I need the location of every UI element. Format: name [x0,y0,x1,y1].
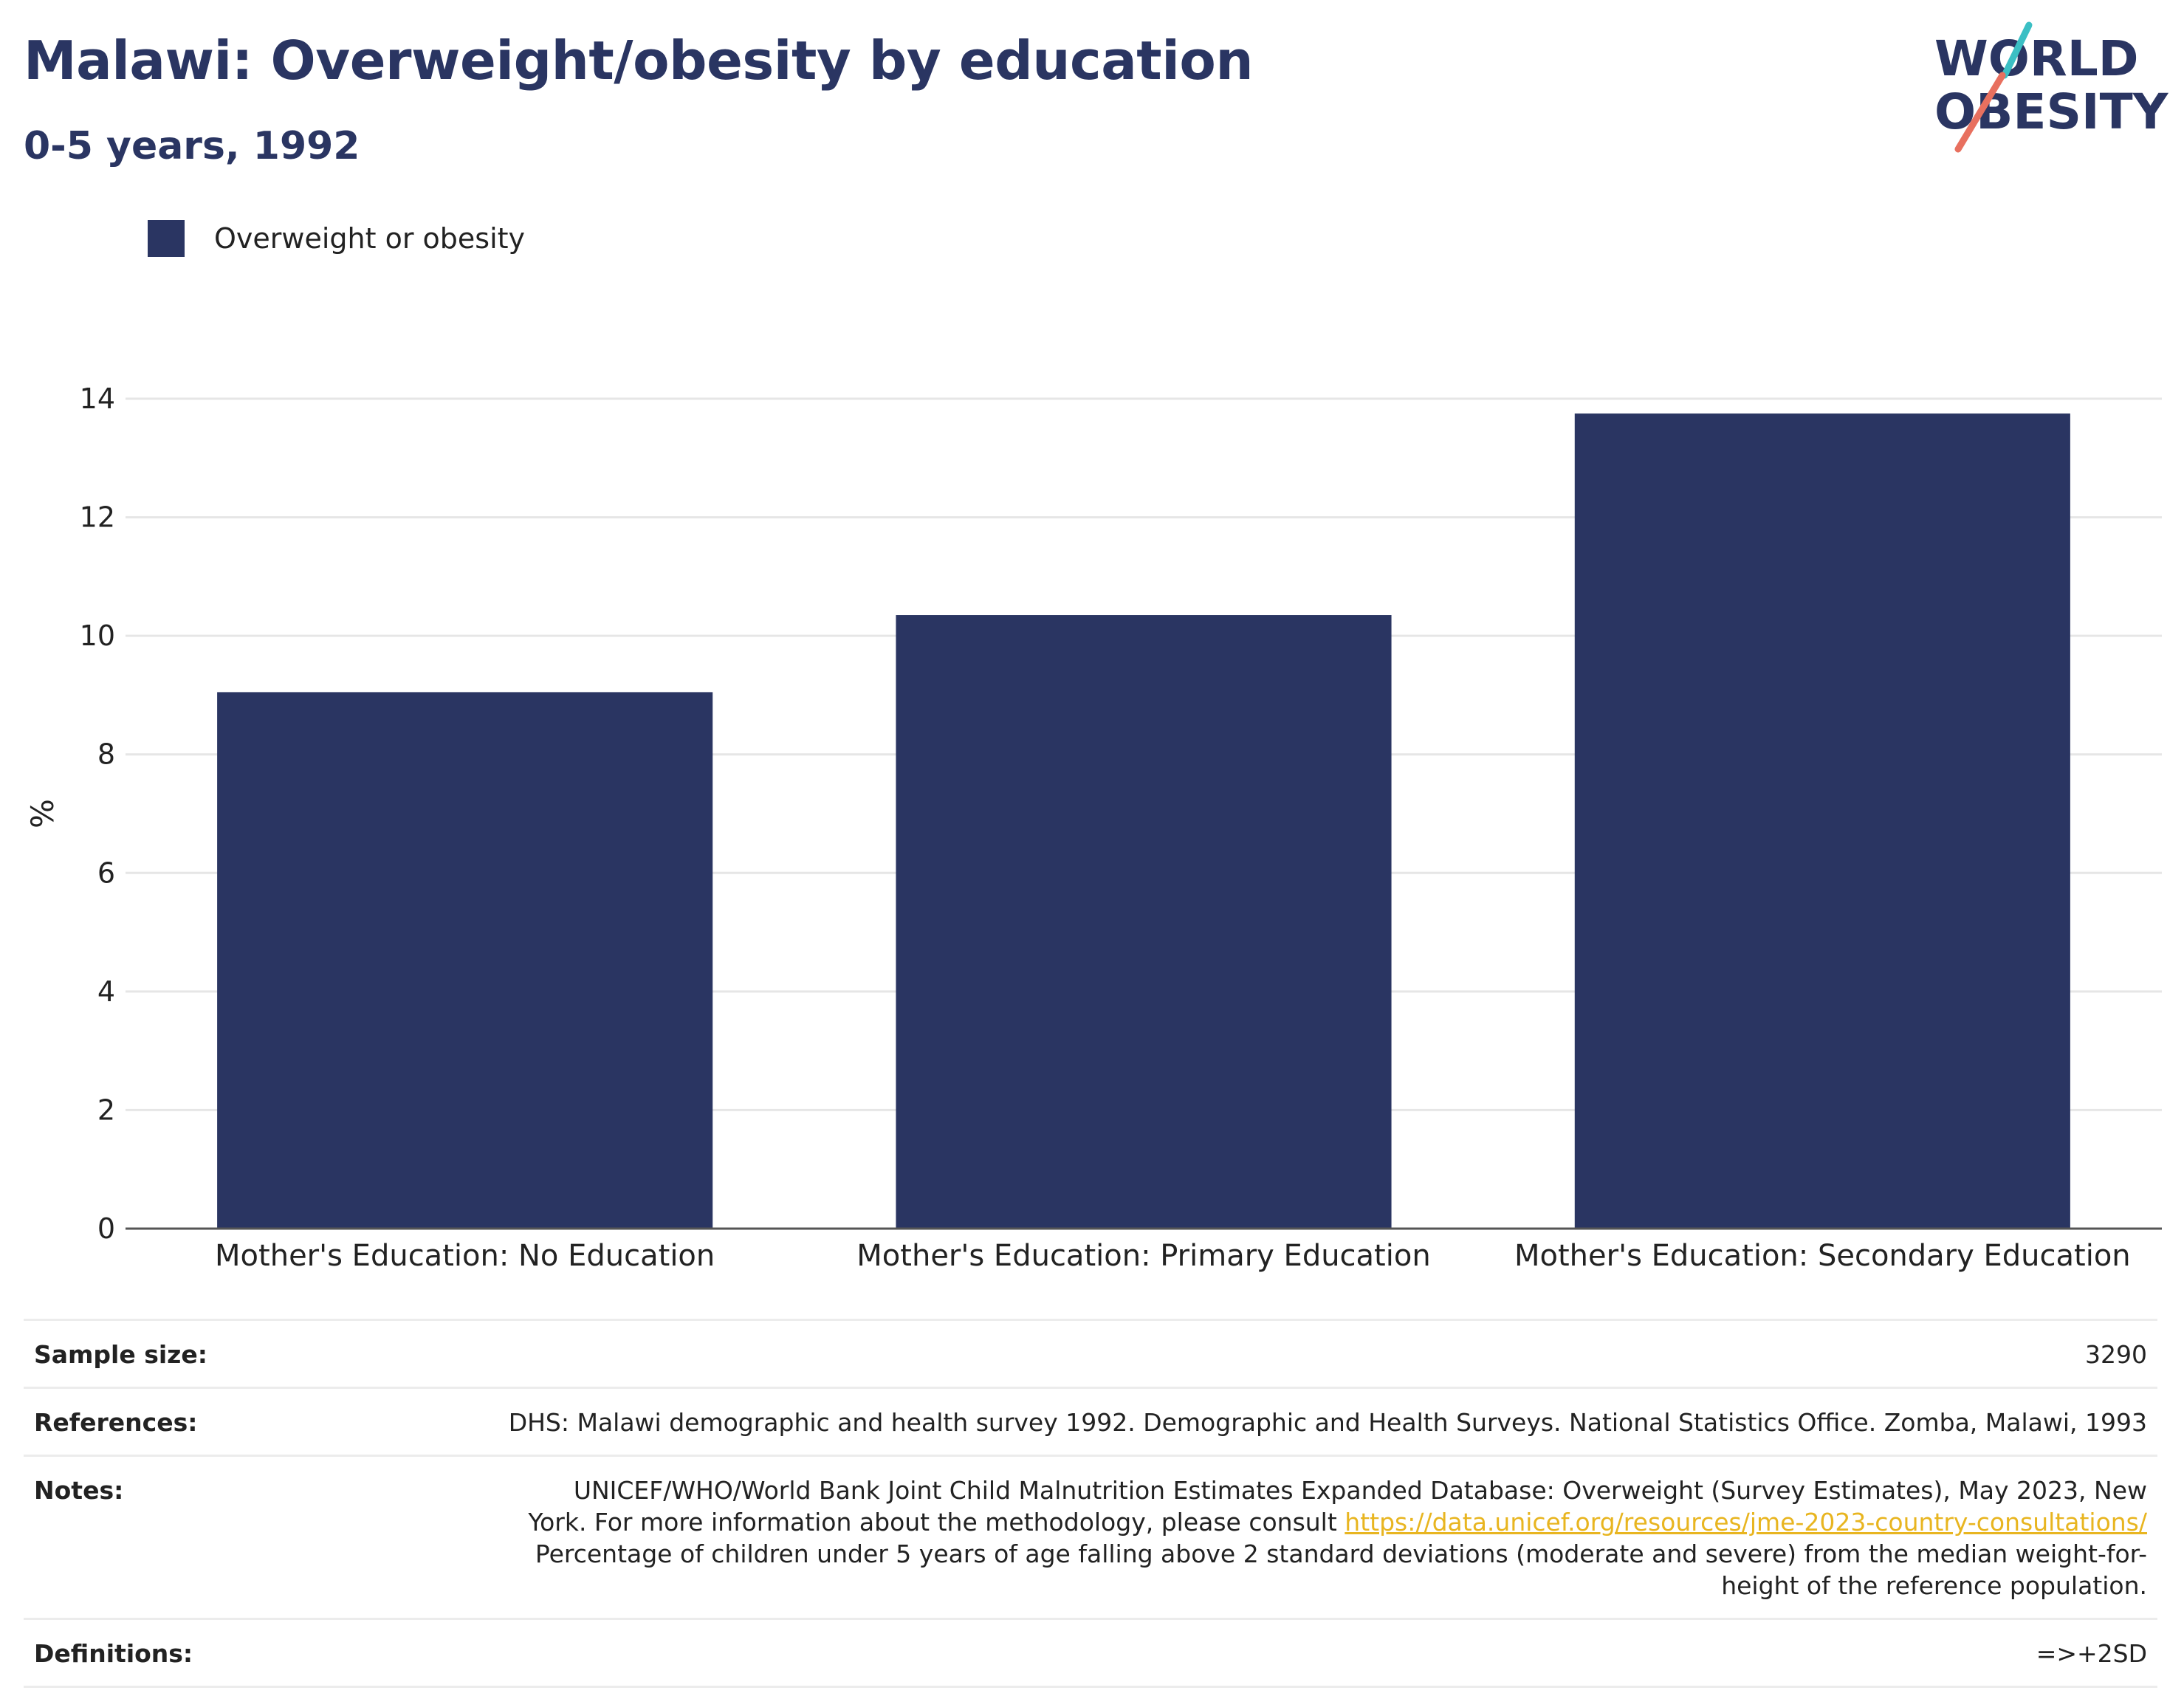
y-tick-label: 6 [97,856,115,889]
bar [217,692,713,1229]
y-axis-title: % [24,799,61,828]
notes-line-2: York. For more information about the met… [528,1508,1337,1537]
notes-line-4: height of the reference population. [1721,1571,2147,1600]
notes-methodology-link[interactable]: https://data.unicef.org/resources/jme-20… [1345,1508,2147,1537]
definitions-row: Definitions: =>+2SD [24,1618,2157,1688]
legend-label: Overweight or obesity [214,222,526,255]
notes-value: UNICEF/WHO/World Bank Joint Child Malnut… [528,1474,2147,1601]
references-value: DHS: Malawi demographic and health surve… [508,1408,2147,1437]
legend-swatch [148,220,185,257]
notes-line-3: Percentage of children under 5 years of … [535,1539,2147,1568]
sample-size-value: 3290 [2085,1340,2147,1369]
bar [1574,413,2070,1229]
x-category-label: Mother's Education: No Education [215,1239,715,1273]
bar [896,615,1392,1229]
references-row: References: DHS: Malawi demographic and … [24,1387,2157,1455]
y-tick-label: 2 [97,1094,115,1126]
y-tick-label: 4 [97,975,115,1008]
references-label: References: [34,1408,198,1437]
chart-title: Malawi: Overweight/obesity by education [24,30,1254,92]
y-tick-label: 0 [97,1212,115,1245]
logo-text-obesity: OBESITY [1934,83,2169,140]
definitions-label: Definitions: [34,1639,193,1668]
notes-row: Notes: UNICEF/WHO/World Bank Joint Child… [24,1455,2157,1618]
y-tick-label: 8 [97,738,115,771]
sample-size-label: Sample size: [34,1340,207,1369]
y-tick-label: 10 [80,619,115,652]
sample-size-row: Sample size: 3290 [24,1319,2157,1387]
y-tick-label: 12 [80,501,115,534]
logo-text-world: WORLD [1934,30,2139,87]
notes-label: Notes: [34,1476,124,1505]
notes-line-1: UNICEF/WHO/World Bank Joint Child Malnut… [573,1476,2147,1505]
info-table: Sample size: 3290 References: DHS: Malaw… [24,1319,2157,1688]
x-category-label: Mother's Education: Primary Education [856,1239,1430,1273]
world-obesity-logo: WORLD OBESITY [1934,21,2169,153]
bar-chart: 0 2 4 6 8 10 12 14% Mother's Education: No Educa… [24,382,2162,1273]
definitions-value: =>+2SD [2036,1639,2147,1668]
logo-slash-teal [2001,21,2033,79]
chart-legend: Overweight or obesity [148,220,525,257]
chart-subtitle: 0-5 years, 1992 [24,124,360,168]
x-category-label: Mother's Education: Secondary Education [1514,1239,2131,1273]
y-tick-label: 14 [80,382,115,415]
logo-slash-coral [1954,72,2006,153]
